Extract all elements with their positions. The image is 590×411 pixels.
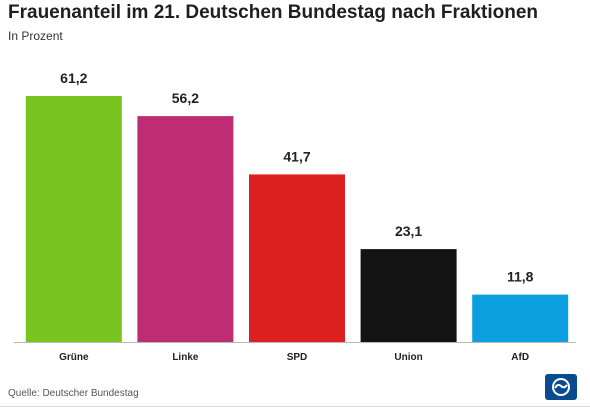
- category-label: Linke: [172, 352, 199, 363]
- bar-gr-ne: [25, 96, 122, 342]
- chart-subtitle: In Prozent: [8, 29, 63, 43]
- chart-title: Frauenanteil im 21. Deutschen Bundestag …: [8, 2, 539, 23]
- value-label: 11,8: [507, 269, 534, 285]
- bar-union: [360, 249, 457, 342]
- value-label: 56,2: [172, 90, 199, 106]
- value-label: 23,1: [395, 223, 422, 239]
- source-note: Quelle: Deutscher Bundestag: [8, 388, 139, 399]
- bar-afd: [472, 294, 569, 342]
- category-label: Union: [394, 352, 422, 363]
- footer-divider: [0, 406, 590, 407]
- value-label: 41,7: [283, 148, 310, 164]
- category-label: SPD: [287, 352, 308, 363]
- value-label: 61,2: [60, 70, 87, 86]
- bar-spd: [249, 174, 345, 342]
- ard-tagesschau-logo-icon: [545, 374, 577, 400]
- category-label: Grüne: [59, 352, 89, 363]
- category-label: AfD: [511, 352, 529, 363]
- bar-linke: [137, 116, 234, 342]
